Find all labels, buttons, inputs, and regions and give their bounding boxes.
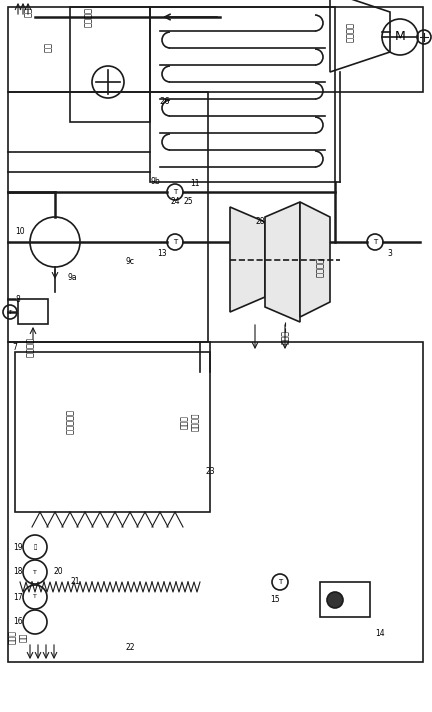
- Bar: [8, 92, 208, 342]
- Text: 余热锅炉: 余热锅炉: [83, 7, 92, 27]
- Polygon shape: [265, 202, 300, 322]
- Text: 3: 3: [388, 249, 392, 258]
- Text: 11: 11: [190, 179, 200, 189]
- Bar: [70, 7, 150, 122]
- Text: 8: 8: [16, 295, 20, 305]
- Text: 23: 23: [205, 468, 215, 476]
- Text: 压气机
进口导叶: 压气机 进口导叶: [180, 413, 200, 431]
- Text: 燃气轮机: 燃气轮机: [315, 257, 324, 277]
- Text: 7: 7: [13, 342, 17, 352]
- Text: 19: 19: [13, 543, 23, 552]
- Bar: [8, 342, 423, 662]
- Text: 9a: 9a: [67, 273, 77, 281]
- Circle shape: [327, 592, 343, 608]
- Text: 20: 20: [53, 567, 63, 577]
- Text: 13: 13: [157, 249, 167, 258]
- Text: 压气机
排气: 压气机 排气: [8, 630, 28, 644]
- Text: M: M: [394, 31, 405, 43]
- Text: 蒸汽轮机: 蒸汽轮机: [346, 22, 355, 42]
- Bar: [320, 582, 370, 617]
- Text: 烟囱: 烟囱: [44, 42, 53, 52]
- Polygon shape: [330, 0, 390, 72]
- Text: T: T: [373, 239, 377, 245]
- Text: 图: 图: [33, 544, 37, 550]
- Text: T: T: [33, 595, 37, 600]
- Bar: [15, 352, 210, 512]
- Text: 9b: 9b: [150, 177, 160, 187]
- Text: 22: 22: [125, 642, 135, 651]
- Text: T: T: [33, 570, 37, 575]
- Bar: [18, 299, 48, 324]
- Polygon shape: [300, 202, 330, 317]
- Bar: [150, 7, 335, 182]
- Text: 25: 25: [183, 197, 193, 206]
- Text: T: T: [278, 579, 282, 585]
- Text: T: T: [173, 239, 177, 245]
- Text: 吸入空气: 吸入空气: [25, 337, 35, 357]
- Text: 9c: 9c: [126, 258, 134, 266]
- Text: 28: 28: [255, 217, 265, 226]
- Text: 21: 21: [70, 577, 80, 587]
- Text: 18: 18: [13, 567, 23, 577]
- Text: 排气道: 排气道: [280, 330, 289, 344]
- Text: 14: 14: [375, 629, 385, 639]
- Text: T: T: [173, 189, 177, 195]
- Text: 17: 17: [13, 592, 23, 602]
- Text: 排空: 排空: [23, 7, 32, 17]
- Text: T: T: [8, 310, 12, 315]
- Polygon shape: [230, 207, 265, 312]
- Text: 26: 26: [160, 98, 170, 107]
- Text: 24: 24: [170, 197, 180, 206]
- Text: 进气过滤器: 进气过滤器: [66, 409, 74, 434]
- Bar: [8, 7, 423, 92]
- Text: 15: 15: [270, 595, 280, 604]
- Text: 10: 10: [15, 228, 25, 236]
- Text: 16: 16: [13, 617, 23, 627]
